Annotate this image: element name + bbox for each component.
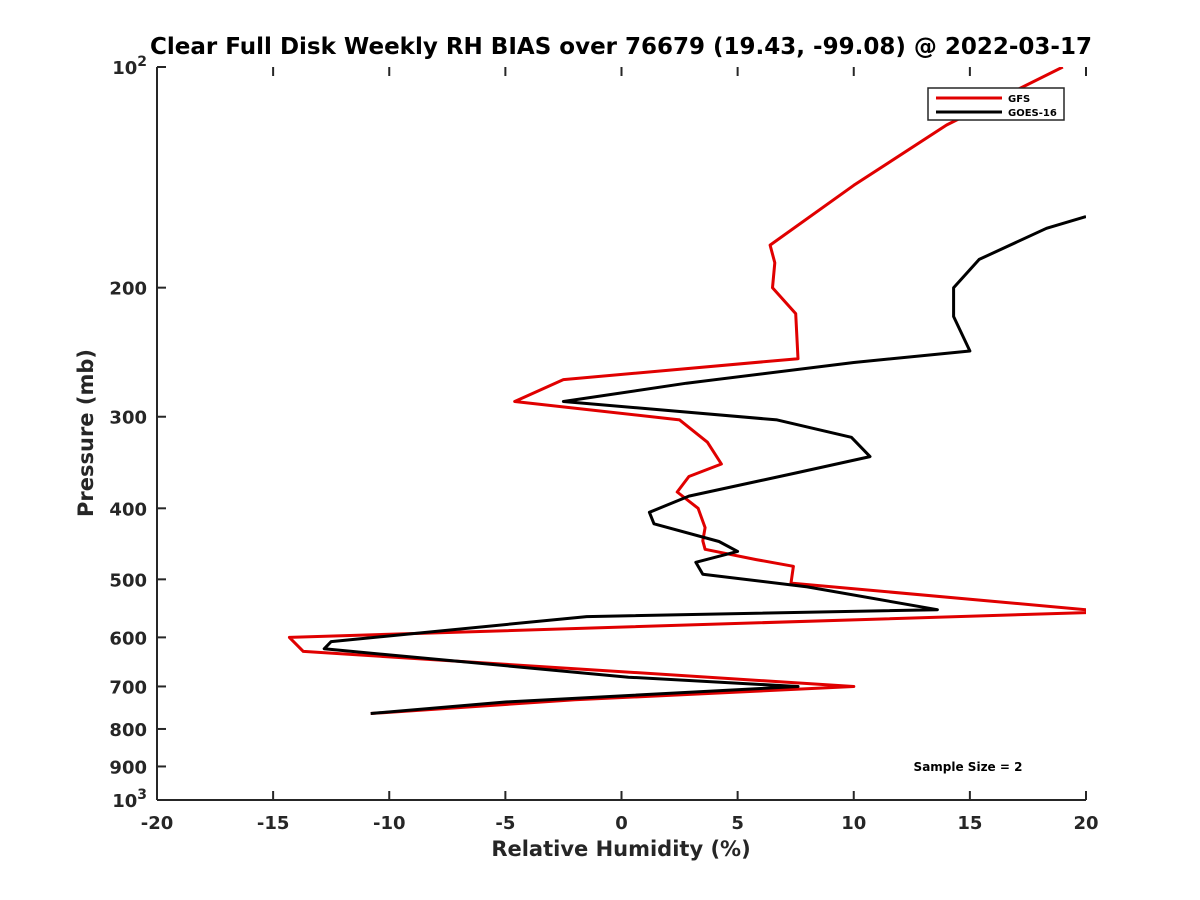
- x-tick-label: -15: [257, 813, 290, 834]
- legend-label: GFS: [1008, 94, 1030, 105]
- x-tick-label: 15: [957, 813, 982, 834]
- series-line-goes-16: [322, 215, 1086, 715]
- axes: [156, 67, 1086, 801]
- sample-size-annotation: Sample Size = 2: [914, 760, 1023, 774]
- x-tick-label: -20: [141, 813, 174, 834]
- y-tick-label: 400: [109, 499, 147, 520]
- y-tick-label: 800: [109, 720, 147, 741]
- x-tick-label: -5: [495, 813, 515, 834]
- legend: GFS GOES-16: [927, 87, 1065, 121]
- y-ticks: 102 200 300 400 500 600 700 800 900 103: [109, 54, 166, 812]
- y-tick-label: 500: [109, 570, 147, 591]
- legend-box: [927, 87, 1065, 121]
- y-tick-label: 900: [109, 757, 147, 778]
- y-tick-label: 600: [109, 628, 147, 649]
- x-tick-label: 0: [615, 813, 628, 834]
- y-tick-label: 200: [109, 279, 147, 300]
- series-layer: [287, 67, 1086, 715]
- x-tick-label: 20: [1073, 813, 1098, 834]
- x-tick-label: -10: [373, 813, 406, 834]
- x-tick-label: 10: [841, 813, 866, 834]
- y-tick-label: 700: [109, 677, 147, 698]
- y-tick-label: 300: [109, 408, 147, 429]
- chart-title: Clear Full Disk Weekly RH BIAS over 7667…: [150, 34, 1092, 60]
- x-ticks: -20 -15 -10 -5 0 5 10 15 20: [141, 67, 1099, 834]
- x-tick-label: 5: [731, 813, 744, 834]
- legend-label: GOES-16: [1008, 108, 1057, 119]
- y-axis-label: Pressure (mb): [74, 349, 98, 517]
- x-axis-label: Relative Humidity (%): [491, 837, 750, 861]
- y-tick-label: 102: [112, 54, 147, 79]
- series-line-gfs: [287, 67, 1086, 715]
- y-tick-label: 103: [112, 787, 147, 812]
